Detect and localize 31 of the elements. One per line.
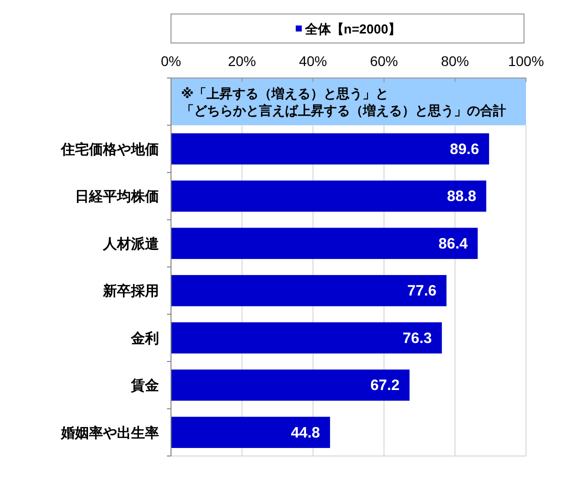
text: ※「上昇する（増える）と思う」と [181, 86, 389, 102]
y-tick-label: 新卒採用 [102, 282, 159, 299]
y-tick-label: 金利 [130, 330, 159, 346]
data-label: 44.8 [290, 424, 320, 442]
bar [171, 416, 330, 448]
x-tick-label: 20% [228, 53, 256, 69]
bar [171, 370, 410, 401]
x-tick-label: 0% [160, 53, 182, 69]
data-label: 89.6 [450, 140, 480, 158]
legend-label: 全体【n=2000】 [304, 22, 402, 36]
data-label: 88.8 [447, 188, 476, 206]
bar [171, 322, 442, 354]
x-tick-label: 80% [440, 53, 470, 69]
x-tick-label: 60% [370, 53, 398, 69]
bar [171, 275, 446, 306]
data-label: 86.4 [438, 235, 468, 252]
data-label: 77.6 [407, 282, 436, 300]
y-tick-label: 婚姻率や出生率 [60, 424, 159, 440]
y-tick-label: 日経平均株価 [75, 188, 159, 204]
y-tick-label: 人材派遣 [102, 235, 160, 252]
text: 「どちらかと言えば上昇する（増える）と思う」の合計 [181, 103, 506, 118]
data-label: 76.3 [402, 330, 432, 347]
bar [171, 133, 490, 164]
x-tick-label: 100% [508, 53, 544, 69]
legend: 全体【n=2000】 [170, 14, 524, 44]
y-tick-label: 住宅価格や地価 [60, 140, 159, 157]
data-label: 67.2 [370, 377, 400, 394]
bar [171, 180, 486, 212]
y-tick-label: 賃金 [130, 377, 160, 394]
bar [171, 228, 478, 259]
x-tick-label: 40% [298, 53, 328, 69]
